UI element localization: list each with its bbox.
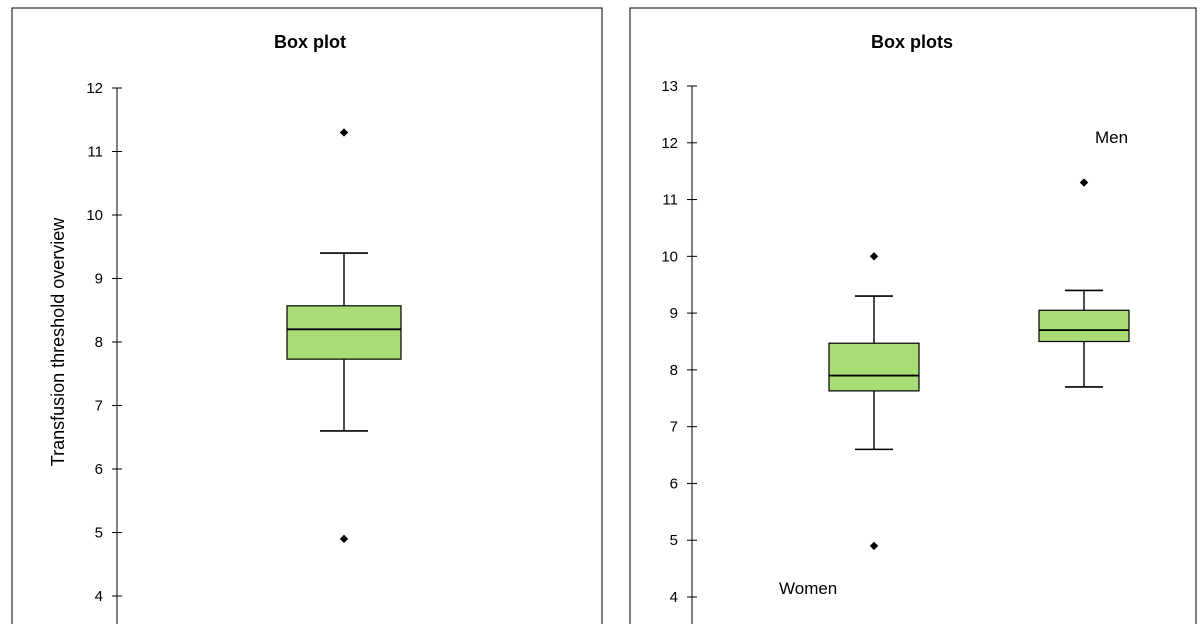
right-box-1-outlier-point xyxy=(869,252,879,261)
left-y-tick-label: 8 xyxy=(95,334,103,351)
left-y-tick-label: 7 xyxy=(95,398,103,415)
left-y-tick-label: 6 xyxy=(95,461,103,478)
right-y-tick-label: 9 xyxy=(670,305,678,322)
right-y-tick-label: 4 xyxy=(670,589,678,606)
right-y-tick-label: 5 xyxy=(670,532,678,549)
left-box-1-iqr-box xyxy=(286,305,402,360)
men-label: Men xyxy=(1095,128,1128,147)
right-y-tick-label: 7 xyxy=(670,419,678,436)
left-chart: Box plot Transfusion threshold overview … xyxy=(11,7,603,624)
right-y-tick-label: 8 xyxy=(670,362,678,379)
women-label: Women xyxy=(779,579,837,598)
left-chart-y-axis-label: Transfusion threshold overview xyxy=(48,217,68,466)
right-y-tick-label: 13 xyxy=(661,78,678,95)
left-y-tick-label: 9 xyxy=(95,271,103,288)
left-box-1-outlier-point xyxy=(339,128,349,137)
left-y-tick-label: 11 xyxy=(87,144,103,161)
left-y-tick-label: 12 xyxy=(86,80,103,97)
right-box-1-outlier-point xyxy=(869,541,879,551)
right-y-tick-label: 11 xyxy=(662,192,678,209)
right-box-2-outlier-point xyxy=(1079,178,1089,187)
right-box-1-iqr-box xyxy=(828,342,920,392)
right-y-tick-label: 6 xyxy=(670,475,678,492)
left-y-tick-label: 4 xyxy=(95,588,103,605)
right-chart-title: Box plots xyxy=(871,32,953,52)
right-chart-plot-area: 4 5 6 7 8 9 10 11 12 13 xyxy=(661,78,1130,624)
left-y-tick-label: 5 xyxy=(95,525,103,542)
left-box-1-outlier-point xyxy=(339,534,349,544)
right-box-2-iqr-box xyxy=(1038,309,1130,343)
left-chart-plot-area: 4 5 6 7 8 9 10 11 12 xyxy=(86,80,402,624)
left-chart-title: Box plot xyxy=(274,32,346,52)
right-y-tick-label: 12 xyxy=(661,135,678,152)
right-y-tick-label: 10 xyxy=(661,248,678,265)
right-chart: Box plots Women Men 4 5 6 7 8 9 10 11 12 13 xyxy=(629,7,1197,624)
left-y-tick-label: 10 xyxy=(86,207,103,224)
